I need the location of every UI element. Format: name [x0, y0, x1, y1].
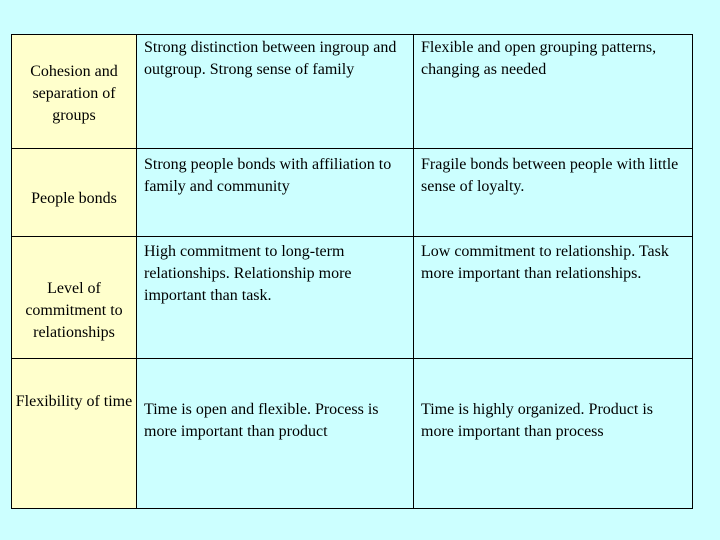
column-one-cell: Strong people bonds with affiliation to … [136, 148, 414, 237]
cell-text: Fragile bonds between people with little… [421, 156, 679, 195]
cell-text: Low commitment to relationship. Task mor… [421, 243, 669, 282]
cell-text: Flexible and open grouping patterns, cha… [421, 39, 657, 78]
column-two-cell: Time is highly organized. Product is mor… [413, 358, 693, 509]
row-label: Cohesion and separation of groups [30, 62, 118, 124]
table-row: Level of commitment to relationships Hig… [11, 236, 693, 359]
cell-text: High commitment to long-term relationshi… [144, 243, 352, 304]
cell-text: Time is highly organized. Product is mor… [421, 401, 653, 440]
column-one-cell: Time is open and flexible. Process is mo… [136, 358, 414, 509]
column-one-cell: Strong distinction between ingroup and o… [136, 34, 414, 149]
table-row: Cohesion and separation of groups Strong… [11, 34, 693, 149]
row-label: People bonds [31, 189, 117, 207]
cell-text: Strong distinction between ingroup and o… [144, 39, 397, 78]
column-two-cell: Low commitment to relationship. Task mor… [413, 236, 693, 359]
row-label-cell: Cohesion and separation of groups [11, 34, 137, 149]
row-label-cell: Level of commitment to relationships [11, 236, 137, 359]
table-row: Flexibility of time Time is open and fle… [11, 358, 693, 509]
row-label-cell: People bonds [11, 148, 137, 237]
row-label: Level of commitment to relationships [25, 279, 123, 341]
comparison-table: Cohesion and separation of groups Strong… [11, 34, 693, 509]
cell-text: Time is open and flexible. Process is mo… [144, 401, 379, 440]
column-two-cell: Fragile bonds between people with little… [413, 148, 693, 237]
cell-text: Strong people bonds with affiliation to … [144, 156, 392, 195]
column-two-cell: Flexible and open grouping patterns, cha… [413, 34, 693, 149]
row-label: Flexibility of time [15, 393, 133, 410]
row-label-cell: Flexibility of time [11, 358, 137, 509]
table-row: People bonds Strong people bonds with af… [11, 148, 693, 237]
column-one-cell: High commitment to long-term relationshi… [136, 236, 414, 359]
